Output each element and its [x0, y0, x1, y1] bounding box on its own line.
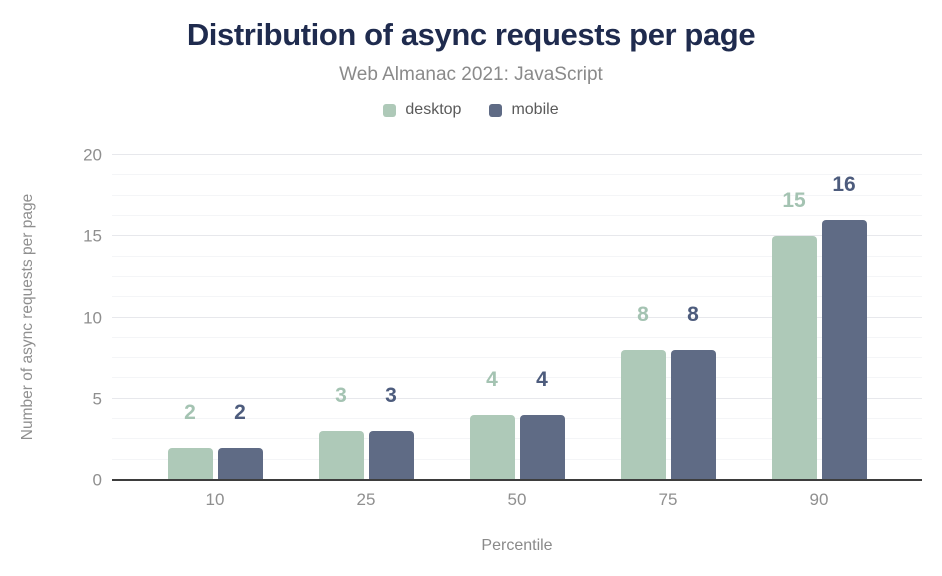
- y-tick-label: 15: [83, 226, 102, 246]
- major-gridline: [112, 316, 922, 318]
- y-tick-label: 10: [83, 308, 102, 327]
- minor-gridline: [112, 357, 922, 359]
- legend-label: desktop: [405, 101, 462, 118]
- chart-title: Distribution of async requests per page: [186, 17, 756, 52]
- minor-gridline: [112, 275, 922, 277]
- x-tick-label: 25: [356, 490, 376, 509]
- minor-gridline: [112, 174, 922, 176]
- bar-desktop: [620, 350, 666, 480]
- bar-mobile: [217, 447, 263, 480]
- bar-mobile: [670, 350, 716, 480]
- x-tick-label: 10: [205, 490, 225, 509]
- legend-label: mobile: [511, 101, 559, 118]
- bar-value-label: 3: [385, 384, 397, 408]
- bar-value-label: 4: [486, 368, 498, 392]
- y-tick-label: 5: [92, 389, 102, 409]
- y-axis-title: Number of async requests per page: [19, 193, 36, 441]
- legend-swatch-icon: [383, 103, 397, 117]
- minor-gridline: [112, 418, 922, 420]
- x-tick-label: 90: [809, 490, 829, 509]
- bar-value-label: 15: [782, 189, 806, 213]
- major-gridline: [112, 397, 922, 399]
- y-tick-label: 20: [83, 145, 102, 165]
- minor-gridline: [112, 377, 922, 379]
- x-tick-label: 75: [658, 490, 678, 509]
- bar-desktop: [771, 236, 817, 480]
- x-tick-label: 50: [507, 490, 527, 509]
- bar-mobile: [368, 431, 414, 480]
- bar-desktop: [318, 431, 364, 480]
- chart-subtitle: Web Almanac 2021: JavaScript: [339, 64, 603, 85]
- y-tick-label: 0: [92, 470, 102, 490]
- bar-desktop: [167, 447, 213, 480]
- bar-value-label: 4: [536, 368, 548, 392]
- legend-item-desktop[interactable]: desktop: [383, 101, 461, 119]
- bar-desktop: [469, 415, 515, 480]
- x-axis-title: Percentile: [481, 537, 553, 554]
- bar-value-label: 2: [184, 400, 196, 424]
- bar-value-label: 2: [234, 400, 246, 424]
- bar-mobile: [821, 220, 867, 480]
- chart-legend: desktop mobile: [0, 101, 942, 119]
- bar-value-label: 16: [832, 173, 856, 197]
- minor-gridline: [112, 438, 922, 440]
- minor-gridline: [112, 255, 922, 257]
- legend-item-mobile[interactable]: mobile: [489, 101, 559, 119]
- bar-value-label: 8: [637, 303, 649, 327]
- plot-area: 0 5 10 15 20 2 2 3 3 4 4 8 8 15 16 10 25 50 75 90 Percent…: [83, 147, 922, 554]
- minor-gridline: [112, 214, 922, 216]
- bar-value-label: 8: [687, 303, 699, 327]
- minor-gridline: [112, 458, 922, 460]
- major-gridline: [112, 154, 922, 155]
- minor-gridline: [112, 194, 922, 196]
- x-axis-line: [112, 479, 922, 481]
- bar-value-label: 3: [335, 384, 347, 408]
- minor-gridline: [112, 296, 922, 298]
- minor-gridline: [112, 336, 922, 338]
- bar-mobile: [519, 415, 565, 480]
- major-gridline: [112, 235, 922, 237]
- legend-swatch-icon: [489, 103, 503, 117]
